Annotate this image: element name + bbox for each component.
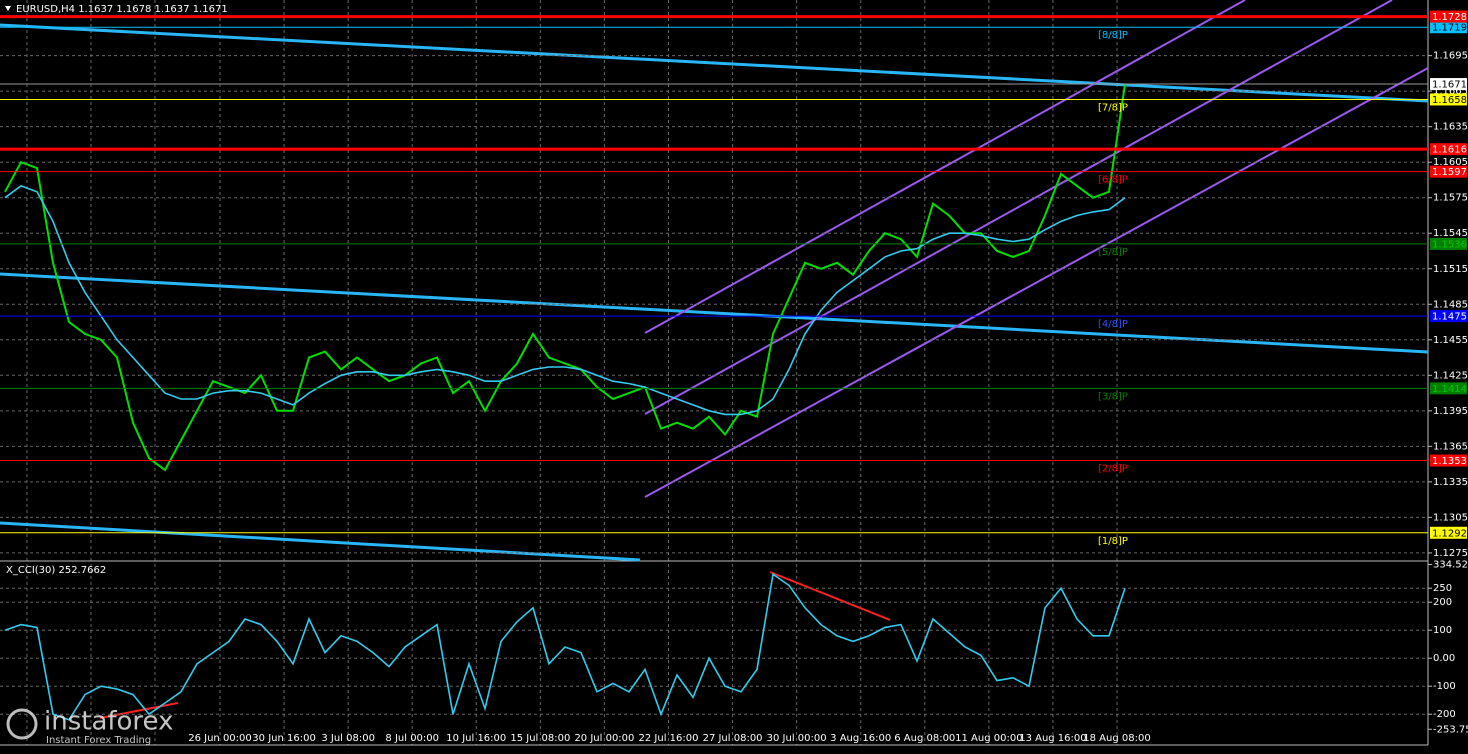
x-tick-label: 3 Jul 08:00 (321, 733, 375, 744)
murray-label: [6/8]P (1098, 175, 1128, 186)
price-tag-label: 1.1292 (1432, 528, 1467, 539)
price-tag (1430, 78, 1467, 91)
price-tag-label: 1.1728 (1432, 12, 1467, 23)
y-tick-label: -200 (1433, 709, 1456, 720)
x-tick-label: 26 Jun 00:00 (188, 733, 252, 744)
chart-title: EURUSD,H4 1.1637 1.1678 1.1637 1.1671 (16, 4, 228, 15)
y-tick-label: 250 (1433, 583, 1452, 594)
price-tag (1430, 237, 1467, 250)
trend-line (0, 521, 641, 562)
y-tick-label: 0.00 (1433, 653, 1455, 664)
y-tick-label: 200 (1433, 597, 1452, 608)
logo-icon (6, 708, 38, 740)
x-tick-label: 15 Jul 08:00 (510, 733, 570, 744)
murray-label: [3/8]P (1098, 391, 1128, 402)
y-tick-label: 1.1395 (1433, 406, 1468, 417)
channel-line (644, 0, 1246, 334)
menu-arrow[interactable] (5, 6, 11, 11)
y-tick-label: 1.1515 (1433, 264, 1468, 275)
price-tag (1430, 21, 1467, 34)
y-tick-label: 1.1635 (1433, 122, 1468, 133)
price-tag-label: 1.1353 (1432, 456, 1467, 467)
price-tag (1430, 454, 1467, 467)
price-tag (1430, 93, 1467, 106)
series-line (4, 83, 1126, 472)
y-tick-label: 1.1695 (1433, 51, 1468, 62)
divergence-line (769, 571, 891, 621)
y-tick-label: -100 (1433, 681, 1456, 692)
logo-tagline: Instant Forex Trading (46, 735, 151, 746)
murray-label: [4/8]P (1098, 319, 1128, 330)
x-tick-label: 20 Jul 00:00 (574, 733, 634, 744)
x-tick-label: 30 Jun 16:00 (252, 733, 316, 744)
price-tag (1430, 10, 1467, 23)
y-tick-label: 1.1545 (1433, 228, 1468, 239)
price-tag (1430, 310, 1467, 323)
y-tick-label: 334.5265 (1433, 560, 1468, 571)
price-tag (1430, 143, 1467, 156)
divergence-line (99, 702, 179, 719)
price-tag (1430, 165, 1467, 178)
x-tick-label: 18 Aug 08:00 (1083, 733, 1150, 744)
murray-label: [2/8]P (1098, 464, 1128, 475)
price-tag-label: 1.1414 (1432, 384, 1467, 395)
price-tag (1430, 526, 1467, 539)
logo-name: instaforex (44, 707, 173, 737)
y-tick-label: 1.1575 (1433, 193, 1468, 204)
murray-label: [5/8]P (1098, 247, 1128, 258)
x-tick-label: 3 Aug 16:00 (830, 733, 891, 744)
indicator-title: X_CCI(30) 252.7662 (6, 565, 106, 576)
price-tag-label: 1.1597 (1432, 167, 1467, 178)
x-tick-label: 27 Jul 08:00 (703, 733, 763, 744)
murray-label: [8/8]P (1098, 30, 1128, 41)
plot: 1.16951.16651.16351.16051.15751.15451.15… (0, 10, 1468, 744)
series-line (4, 185, 1126, 416)
price-tag-label: 1.1719 (1432, 23, 1467, 34)
price-tag (1430, 382, 1467, 395)
y-tick-label: 1.1485 (1433, 299, 1468, 310)
y-tick-label: 1.1305 (1433, 512, 1468, 523)
y-tick-label: -253.750 (1433, 724, 1468, 735)
price-tag-label: 1.1658 (1432, 95, 1467, 106)
y-tick-label: 1.1335 (1433, 477, 1468, 488)
x-tick-label: 10 Jul 16:00 (446, 733, 506, 744)
x-tick-label: 6 Aug 08:00 (894, 733, 955, 744)
y-tick-label: 1.1665 (1433, 86, 1468, 97)
y-tick-label: 100 (1433, 625, 1452, 636)
x-tick-label: 30 Jul 00:00 (767, 733, 827, 744)
x-tick-label: 11 Aug 00:00 (955, 733, 1022, 744)
y-tick-label: 1.1365 (1433, 441, 1468, 452)
x-tick-label: 22 Jul 16:00 (639, 733, 699, 744)
trend-line (0, 272, 1429, 354)
murray-label: [7/8]P (1098, 102, 1128, 113)
y-tick-label: 1.1425 (1433, 370, 1468, 381)
y-tick-label: 1.1605 (1433, 157, 1468, 168)
price-tag-label: 1.1671 (1432, 80, 1467, 91)
x-tick-label: 8 Jul 00:00 (385, 733, 439, 744)
price-tag-label: 1.1536 (1432, 239, 1467, 250)
vertical-grid (26, 0, 1118, 745)
y-tick-label: 1.1455 (1433, 335, 1468, 346)
logo: instaforex Instant Forex Trading (6, 707, 173, 746)
series-line (4, 572, 1126, 721)
price-tag-label: 1.1475 (1432, 312, 1467, 323)
channel-line (644, 67, 1429, 498)
trend-line (0, 23, 1429, 103)
murray-label: [1/8]P (1098, 536, 1128, 547)
x-tick-label: 13 Aug 16:00 (1019, 733, 1086, 744)
channel-line (644, 0, 1393, 415)
price-tag-label: 1.1616 (1432, 145, 1467, 156)
y-tick-label: 1.1275 (1433, 548, 1468, 559)
